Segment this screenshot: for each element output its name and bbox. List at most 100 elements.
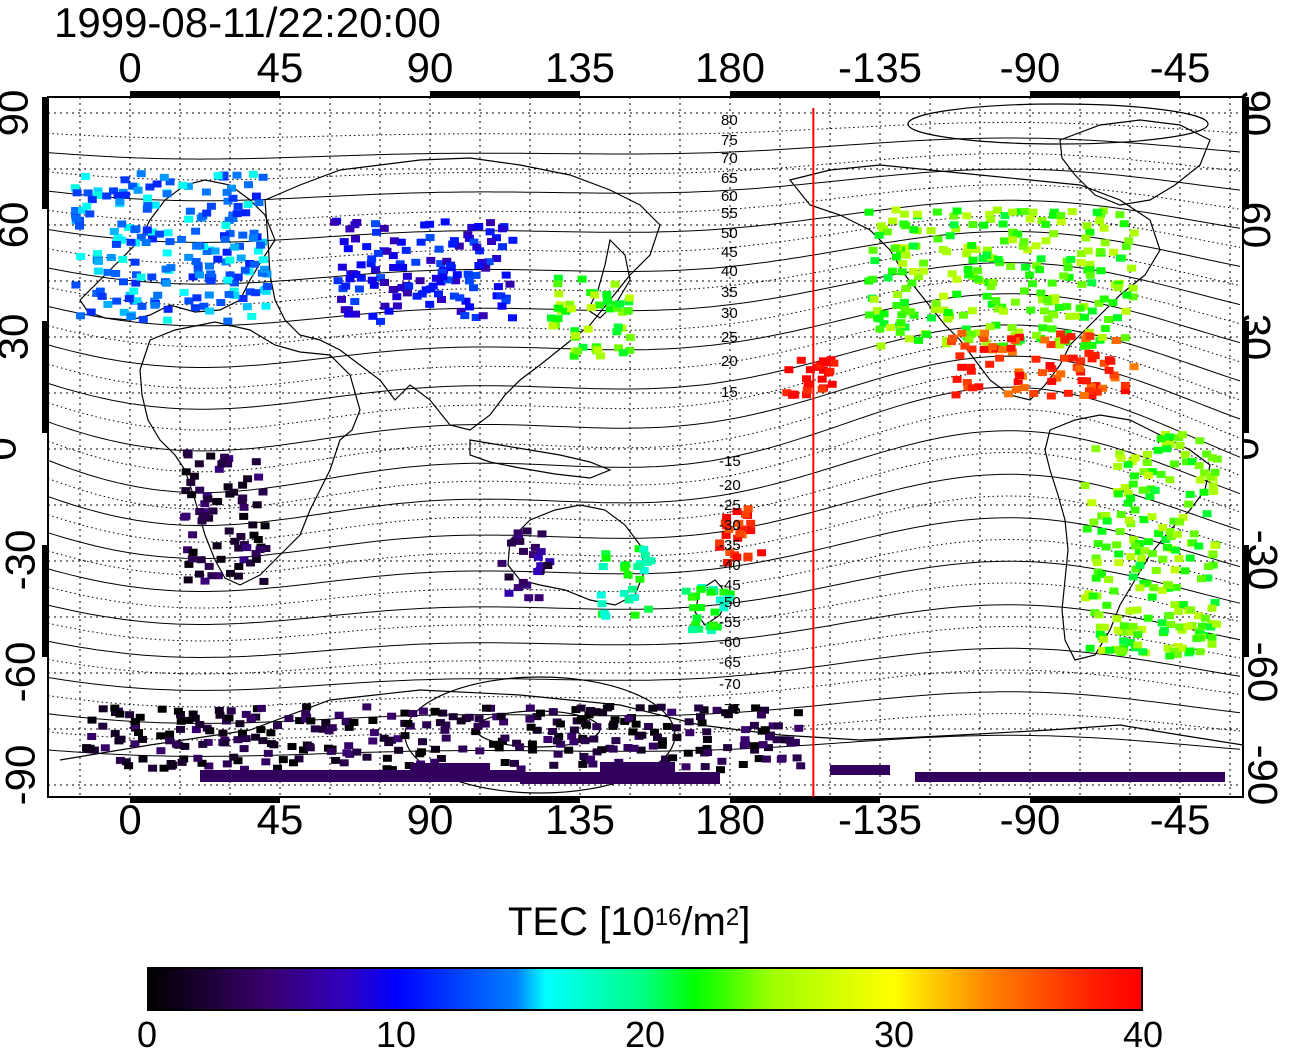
tec-cell — [1084, 349, 1094, 357]
tec-cell — [992, 206, 1002, 214]
tec-cell — [982, 292, 992, 300]
tec-cell — [741, 740, 750, 748]
tec-cell — [395, 260, 405, 268]
tec-cell — [103, 268, 113, 276]
tec-cell — [1100, 325, 1110, 332]
tec-cell — [216, 555, 226, 563]
tec-cell — [900, 244, 910, 252]
tec-cell — [536, 562, 546, 570]
tec-cell — [258, 256, 268, 264]
tec-cell — [782, 389, 792, 397]
tec-cell — [1200, 469, 1210, 477]
tec-cell — [696, 585, 706, 593]
tec-cell — [1115, 450, 1125, 458]
tec-cell — [224, 216, 234, 224]
tec-cell — [342, 718, 352, 725]
tec-cell — [898, 260, 908, 268]
tec-cell — [1144, 471, 1153, 479]
tec-cell — [494, 744, 504, 752]
tec-cell — [341, 282, 351, 290]
tec-cell — [1142, 580, 1152, 588]
tec-cell — [400, 709, 410, 717]
tec-cell — [166, 264, 176, 272]
tec-cell — [100, 744, 110, 752]
tec-cell — [1163, 644, 1173, 652]
tec-cell — [233, 273, 243, 281]
tec-cell — [425, 300, 435, 308]
tec-cell — [1116, 511, 1126, 518]
tec-cell — [746, 519, 756, 527]
tec-cell — [1210, 542, 1220, 549]
tec-cell — [425, 234, 435, 241]
contour-label: 30 — [721, 305, 738, 322]
tec-cell — [715, 543, 725, 551]
tec-cell — [382, 765, 392, 773]
tec-cell — [528, 746, 538, 754]
tec-cell — [615, 300, 624, 308]
tec-cell — [864, 208, 874, 216]
tec-cell — [251, 458, 261, 466]
tec-cell — [76, 312, 86, 320]
tec-cell — [1210, 468, 1220, 476]
tec-cell — [435, 719, 445, 727]
tec-cell — [440, 726, 450, 734]
tec-cell — [225, 256, 235, 264]
tec-cell — [201, 188, 211, 196]
tec-cell — [1109, 248, 1118, 256]
tec-cell — [256, 726, 266, 734]
tec-cell — [760, 706, 769, 714]
tec-cell — [239, 745, 249, 753]
tec-cell — [498, 243, 507, 251]
tec-cell — [719, 588, 729, 596]
tec-cell — [261, 302, 271, 310]
tec-cell — [1097, 333, 1107, 341]
tec-cell — [576, 716, 586, 724]
tec-cell — [194, 570, 204, 578]
tec-cell — [86, 308, 96, 316]
tec-cell — [1143, 450, 1152, 458]
tec-cell — [672, 734, 682, 742]
tec-cell — [1025, 271, 1035, 279]
tec-cell — [597, 746, 607, 754]
tec-cell — [501, 271, 511, 279]
tec-cell — [236, 254, 246, 262]
tec-cell — [750, 746, 760, 754]
tec-cell — [115, 198, 125, 206]
tec-cell — [369, 281, 379, 289]
tec-cell — [605, 305, 615, 313]
tec-cell — [1035, 266, 1045, 273]
tec-cell — [342, 749, 352, 757]
tec-cell — [465, 303, 475, 311]
tec-cell — [1037, 217, 1047, 224]
tec-cell — [109, 187, 118, 195]
tec-cell — [1125, 607, 1135, 615]
tec-cell — [443, 276, 453, 284]
tec-cell — [253, 247, 263, 255]
contour-label: -25 — [719, 497, 741, 514]
tec-cell — [173, 707, 183, 715]
tec-cell — [240, 266, 250, 274]
tec-cell — [1043, 315, 1053, 323]
tec-cell — [442, 257, 452, 265]
tec-cell — [525, 704, 535, 712]
tec-cell — [1129, 229, 1139, 237]
tec-cell — [141, 239, 151, 246]
tec-cell — [1015, 208, 1025, 216]
tec-cell — [565, 300, 575, 308]
tec-cell — [732, 553, 742, 561]
tec-cell — [454, 242, 464, 250]
tec-cell — [931, 305, 941, 313]
tec-cell — [625, 346, 635, 354]
tec-cell — [190, 714, 200, 722]
tec-cell — [803, 380, 813, 388]
tec-cell — [1129, 363, 1139, 371]
tec-cell — [1145, 493, 1155, 500]
tec-cell — [344, 742, 354, 750]
tec-cell — [253, 536, 263, 543]
tec-cell — [1114, 646, 1124, 654]
tec-cell — [1018, 242, 1028, 250]
tec-cell — [130, 722, 140, 730]
top-axis-tick: -45 — [1149, 44, 1211, 91]
tec-cell — [1120, 484, 1130, 491]
tec-cell — [344, 310, 354, 318]
